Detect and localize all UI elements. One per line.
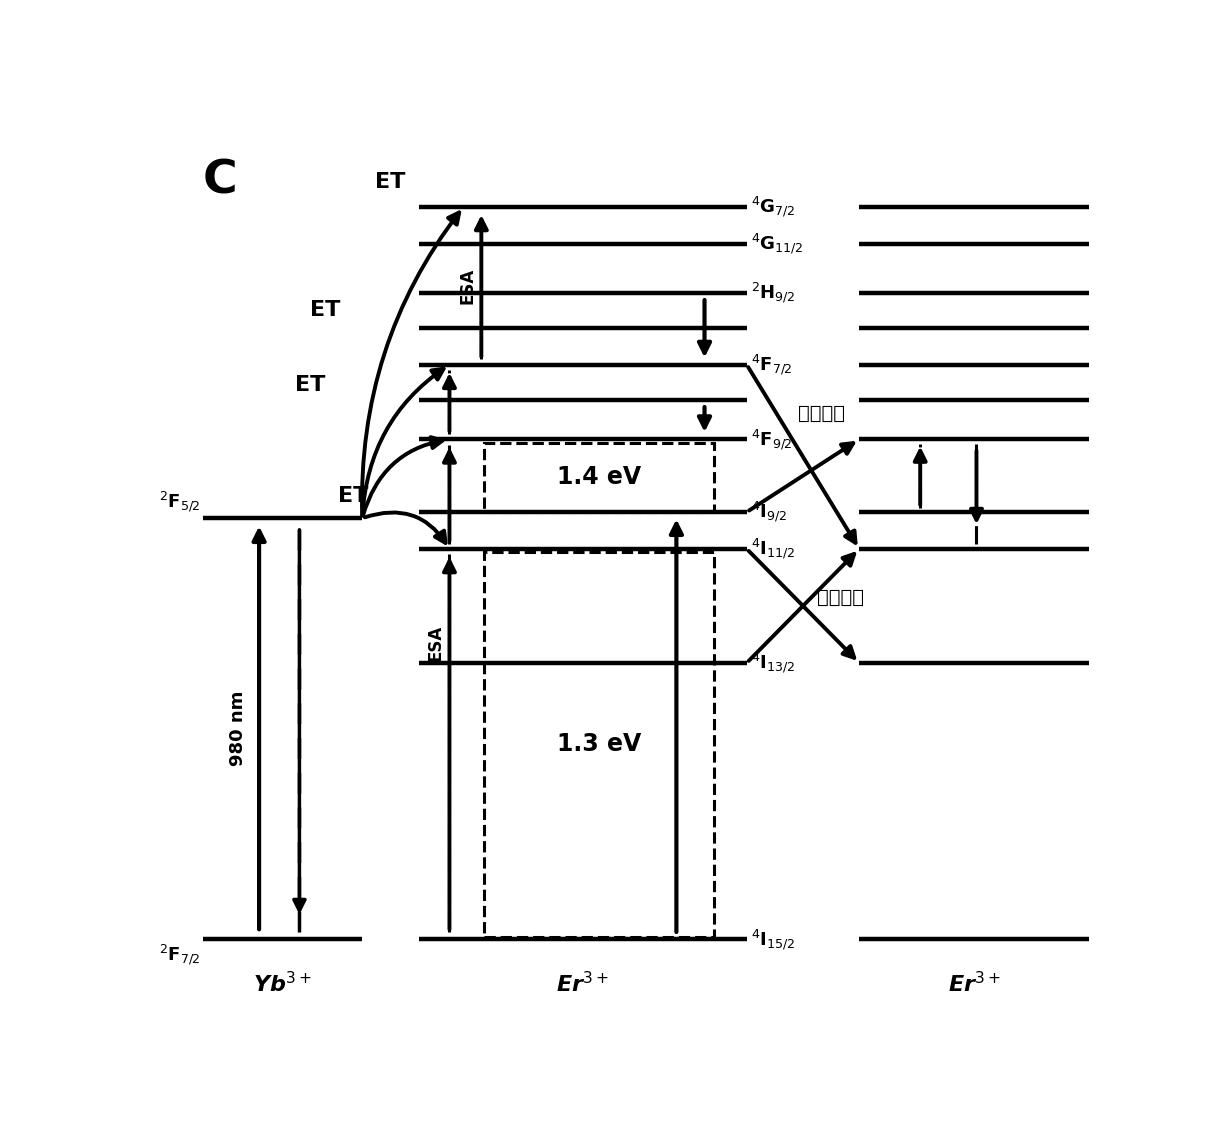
Text: $^4$G$_{11/2}$: $^4$G$_{11/2}$	[751, 231, 803, 256]
Text: $^4$F$_{9/2}$: $^4$F$_{9/2}$	[751, 427, 793, 451]
FancyArrowPatch shape	[363, 369, 444, 516]
Bar	[484, 551, 714, 936]
Text: $^4$I$_{15/2}$: $^4$I$_{15/2}$	[751, 927, 795, 951]
Text: 1.3 eV: 1.3 eV	[557, 732, 641, 756]
Text: 980 nm: 980 nm	[230, 691, 248, 767]
Text: ESA: ESA	[459, 268, 477, 304]
Text: $^4$I$_{11/2}$: $^4$I$_{11/2}$	[751, 536, 795, 562]
Text: 1.4 eV: 1.4 eV	[557, 466, 641, 490]
Text: $^4$I$_{9/2}$: $^4$I$_{9/2}$	[751, 500, 788, 524]
Text: $^4$I$_{13/2}$: $^4$I$_{13/2}$	[751, 650, 795, 675]
Text: Er$^{3+}$: Er$^{3+}$	[947, 970, 1001, 995]
FancyArrowPatch shape	[365, 513, 445, 543]
Text: ESA: ESA	[427, 625, 445, 662]
Text: 交叉弛豫: 交叉弛豫	[817, 588, 864, 607]
Text: $^4$G$_{7/2}$: $^4$G$_{7/2}$	[751, 195, 796, 219]
Text: 交叉弛豫: 交叉弛豫	[799, 404, 846, 424]
Text: ET: ET	[295, 375, 325, 395]
Text: $^4$F$_{7/2}$: $^4$F$_{7/2}$	[751, 352, 793, 377]
Text: ET: ET	[310, 301, 340, 320]
Text: $^2$F$_{7/2}$: $^2$F$_{7/2}$	[159, 943, 201, 967]
FancyArrowPatch shape	[362, 213, 459, 516]
Bar	[484, 443, 714, 513]
Text: $^2$H$_{9/2}$: $^2$H$_{9/2}$	[751, 280, 796, 305]
FancyArrowPatch shape	[363, 437, 443, 516]
Text: Er$^{3+}$: Er$^{3+}$	[557, 970, 609, 995]
Text: C: C	[203, 158, 237, 204]
Text: Yb$^{3+}$: Yb$^{3+}$	[253, 970, 312, 995]
Text: ET: ET	[338, 486, 368, 507]
Text: ET: ET	[375, 172, 405, 191]
Text: $^2$F$_{5/2}$: $^2$F$_{5/2}$	[159, 489, 201, 514]
